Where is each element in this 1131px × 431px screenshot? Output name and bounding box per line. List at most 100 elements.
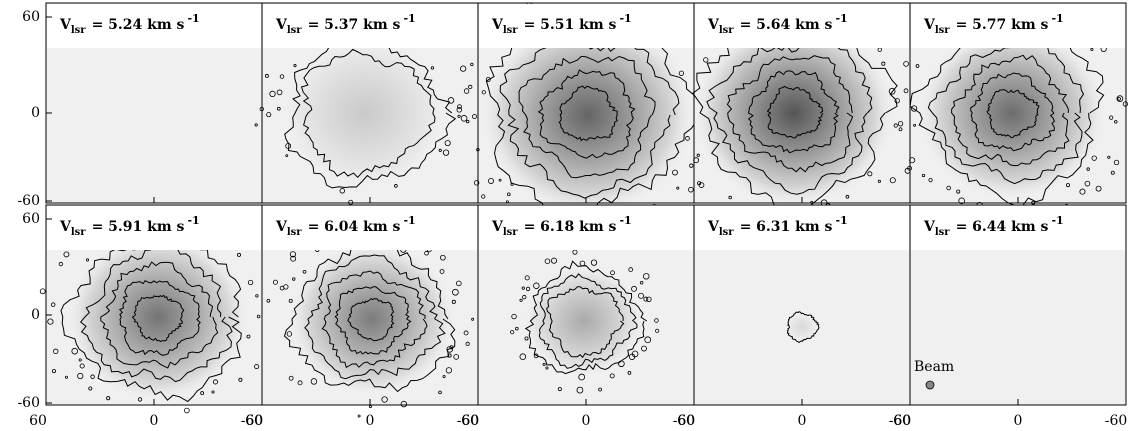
noise-contour xyxy=(463,88,470,94)
noise-contour xyxy=(438,390,442,395)
noise-contour xyxy=(810,200,814,204)
x-tick-label: -60 xyxy=(889,413,912,429)
noise-contour xyxy=(877,179,881,183)
label-v: V xyxy=(923,17,936,33)
label-strip xyxy=(479,4,693,48)
label-sub: lsr xyxy=(503,227,518,238)
label-sub: lsr xyxy=(503,25,518,36)
noise-contour xyxy=(212,379,218,385)
contour xyxy=(347,297,395,342)
noise-contour xyxy=(610,270,615,276)
emission xyxy=(281,36,449,190)
noise-contour xyxy=(78,358,82,362)
noise-contour xyxy=(889,177,896,184)
noise-contour xyxy=(637,292,644,299)
noise-contour xyxy=(598,387,603,392)
noise-contour xyxy=(696,153,700,157)
noise-contour xyxy=(79,363,85,369)
channel-label: Vlsr = 6.18 km s -1 xyxy=(491,214,632,238)
x-tick-label: 0 xyxy=(582,413,591,429)
noise-contour xyxy=(672,169,678,176)
noise-contour xyxy=(946,185,951,191)
noise-contour xyxy=(910,105,918,112)
contour xyxy=(283,237,456,393)
noise-contour xyxy=(521,286,525,290)
contour xyxy=(766,85,824,139)
contour xyxy=(726,55,854,173)
noise-contour xyxy=(447,97,455,104)
panel: Vlsr = 6.31 km s -1 xyxy=(693,204,911,406)
noise-contour xyxy=(524,275,530,281)
channel-label: Vlsr = 5.51 km s -1 xyxy=(491,12,632,36)
noise-contour xyxy=(106,396,111,401)
label-v: V xyxy=(707,219,720,235)
noise-contour xyxy=(641,345,647,352)
contour xyxy=(100,261,219,369)
noise-contour xyxy=(293,64,297,68)
noise-contour xyxy=(53,348,59,354)
noise-contour xyxy=(292,277,296,281)
noise-contour xyxy=(286,331,293,337)
noise-contour xyxy=(488,177,495,184)
noise-contour xyxy=(1095,185,1102,192)
noise-contour xyxy=(542,362,546,366)
noise-contour xyxy=(71,347,78,355)
label-v: V xyxy=(275,219,288,235)
contour xyxy=(537,69,636,159)
y-tick-label: 0 xyxy=(31,307,40,323)
panel: Vlsr = 5.77 km s -1 xyxy=(888,2,1129,216)
noise-contour xyxy=(266,112,272,118)
noise-contour xyxy=(302,269,307,274)
noise-contour xyxy=(285,154,289,158)
noise-contour xyxy=(444,140,451,147)
y-tick-label: 0 xyxy=(31,105,40,121)
noise-contour xyxy=(643,273,650,280)
noise-contour xyxy=(728,195,732,200)
x-tick-label: 60 xyxy=(677,413,695,429)
label-text: = 6.18 km s xyxy=(524,219,617,235)
noise-contour xyxy=(47,318,54,325)
panel: Vlsr = 5.24 km s -1 xyxy=(45,2,263,204)
noise-contour xyxy=(522,294,527,300)
noise-contour xyxy=(510,182,514,186)
noise-contour xyxy=(1084,180,1091,187)
noise-contour xyxy=(894,98,900,104)
noise-contour xyxy=(1109,115,1114,120)
label-sup: -1 xyxy=(1051,214,1063,227)
contour xyxy=(79,245,233,383)
contour xyxy=(334,286,412,355)
noise-contour xyxy=(550,257,558,264)
noise-contour xyxy=(255,294,259,298)
noise-contour xyxy=(928,178,933,183)
noise-contour xyxy=(256,314,261,319)
label-sup: -1 xyxy=(619,12,631,25)
label-text: = 5.77 km s xyxy=(956,17,1049,33)
noise-contour xyxy=(515,326,519,331)
noise-contour xyxy=(913,123,917,127)
noise-contour xyxy=(279,74,285,79)
label-v: V xyxy=(59,219,72,235)
noise-contour xyxy=(465,341,470,346)
noise-contour xyxy=(893,123,898,128)
noise-contour xyxy=(867,171,873,177)
noise-contour xyxy=(394,184,398,188)
noise-contour xyxy=(438,148,442,152)
contour xyxy=(986,89,1040,139)
noise-contour xyxy=(557,387,562,392)
label-strip xyxy=(263,4,477,48)
x-tick-label: -60 xyxy=(673,413,696,429)
noise-contour xyxy=(424,250,429,256)
noise-contour xyxy=(1086,167,1090,171)
noise-contour xyxy=(64,375,68,379)
label-v: V xyxy=(491,17,504,33)
noise-contour xyxy=(845,194,850,199)
label-text: = 5.37 km s xyxy=(308,17,401,33)
noise-contour xyxy=(576,386,584,394)
contour xyxy=(524,260,648,375)
x-tick-label: 60 xyxy=(29,413,47,429)
noise-contour xyxy=(1113,159,1120,166)
emission xyxy=(693,20,895,206)
channel-label: Vlsr = 5.91 km s -1 xyxy=(59,214,200,238)
noise-contour xyxy=(39,288,46,295)
